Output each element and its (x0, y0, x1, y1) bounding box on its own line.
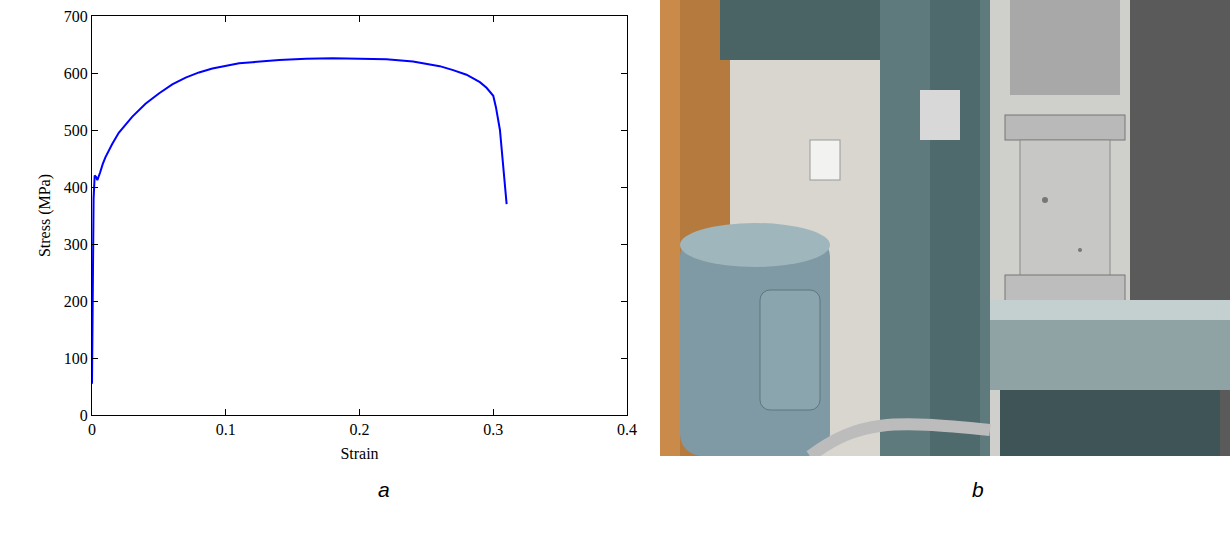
svg-text:100: 100 (64, 350, 88, 367)
svg-text:400: 400 (64, 179, 88, 196)
svg-text:0: 0 (88, 421, 96, 438)
svg-text:600: 600 (64, 65, 88, 82)
svg-text:300: 300 (64, 236, 88, 253)
html-text:a: a (378, 478, 390, 501)
html-text:b: b (972, 478, 984, 501)
svg-text:0.3: 0.3 (483, 421, 503, 438)
svg-text:700: 700 (64, 8, 88, 25)
svg-text:Stress (MPa): Stress (MPa) (36, 174, 54, 257)
svg-text:Strain: Strain (340, 445, 378, 462)
svg-text:500: 500 (64, 122, 88, 139)
svg-text:0.4: 0.4 (617, 421, 637, 438)
svg-text:200: 200 (64, 293, 88, 310)
svg-text:0: 0 (80, 407, 88, 424)
svg-text:0.1: 0.1 (216, 421, 236, 438)
svg-text:0.2: 0.2 (350, 421, 370, 438)
